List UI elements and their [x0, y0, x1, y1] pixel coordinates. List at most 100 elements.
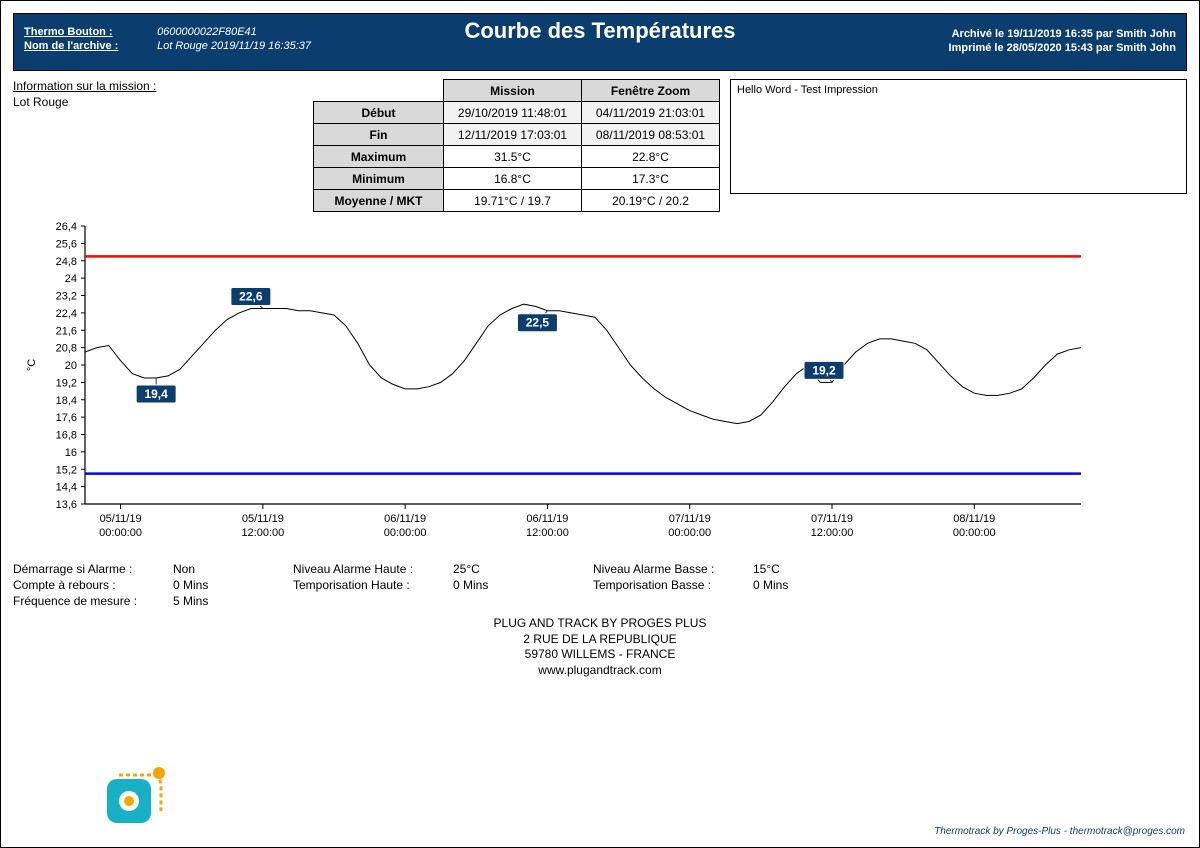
stats-cell: 22.8°C — [582, 146, 720, 168]
stats-row: Moyenne / MKT19.71°C / 19.720.19°C / 20.… — [314, 190, 720, 212]
report-page: Courbe des Températures Thermo Bouton : … — [0, 0, 1200, 848]
archived-line: Archivé le 19/11/2019 16:35 par Smith Jo… — [949, 28, 1176, 40]
footer-param-label: Temporisation Haute : — [293, 578, 453, 592]
svg-text:12:00:00: 12:00:00 — [811, 527, 854, 539]
footer-param-value: 0 Mins — [453, 578, 488, 592]
svg-text:19,4: 19,4 — [144, 387, 168, 401]
footer-param-label: Fréquence de mesure : — [13, 594, 173, 608]
svg-text:20: 20 — [65, 360, 77, 372]
svg-text:23,2: 23,2 — [56, 291, 77, 303]
stats-table: Mission Fenêtre Zoom Début29/10/2019 11:… — [313, 79, 720, 212]
svg-text:24: 24 — [65, 273, 77, 285]
stats-cell: 04/11/2019 21:03:01 — [582, 102, 720, 124]
svg-text:13,6: 13,6 — [56, 499, 77, 511]
footer-param: Fréquence de mesure :5 Mins — [13, 594, 293, 608]
footer-param-label: Compte à rebours : — [13, 578, 173, 592]
company-line3: 59780 WILLEMS - FRANCE — [13, 647, 1187, 663]
svg-text:17,6: 17,6 — [56, 412, 77, 424]
footer-param: Temporisation Basse :0 Mins — [593, 578, 873, 592]
stats-row-label: Maximum — [314, 146, 444, 168]
svg-text:14,4: 14,4 — [56, 482, 77, 494]
svg-text:12:00:00: 12:00:00 — [526, 527, 569, 539]
archive-value: Lot Rouge 2019/11/19 16:35:37 — [157, 40, 311, 52]
svg-text:25,6: 25,6 — [56, 238, 77, 250]
stats-row: Minimum16.8°C17.3°C — [314, 168, 720, 190]
svg-text:06/11/19: 06/11/19 — [384, 513, 426, 525]
footer-col-left: Démarrage si Alarme :Non Compte à rebours… — [13, 562, 293, 610]
svg-text:21,6: 21,6 — [56, 325, 77, 337]
footer-param: Niveau Alarme Basse :15°C — [593, 562, 873, 576]
footer-param-label: Niveau Alarme Haute : — [293, 562, 453, 576]
svg-text:18,4: 18,4 — [56, 395, 77, 407]
archive-label: Nom de l'archive : — [24, 40, 144, 52]
footer-param-value: 0 Mins — [173, 578, 208, 592]
stats-cell: 16.8°C — [444, 168, 582, 190]
stats-col-mission: Mission — [444, 80, 582, 102]
mission-info-text: Lot Rouge — [13, 95, 303, 109]
stats-cell: 31.5°C — [444, 146, 582, 168]
chart-container: 26,4 25,6 24,8 24 23,2 22,4 21,6 20,8 20 19,2 18,4… — [13, 216, 1187, 556]
svg-text:00:00:00: 00:00:00 — [99, 527, 142, 539]
stats-row-label: Moyenne / MKT — [314, 190, 444, 212]
footer-param-value: 0 Mins — [753, 578, 788, 592]
svg-text:26,4: 26,4 — [56, 221, 77, 233]
footer-param-label: Démarrage si Alarme : — [13, 562, 173, 576]
svg-text:°C: °C — [26, 359, 38, 371]
stats-row: Maximum31.5°C22.8°C — [314, 146, 720, 168]
svg-text:22,5: 22,5 — [526, 316, 550, 330]
svg-text:22,4: 22,4 — [56, 308, 77, 320]
footer-col-right: Niveau Alarme Basse :15°C Temporisation B… — [593, 562, 873, 610]
stats-cell: 12/11/2019 17:03:01 — [444, 124, 582, 146]
company-line4: www.plugandtrack.com — [13, 663, 1187, 679]
stats-cell: 29/10/2019 11:48:01 — [444, 102, 582, 124]
stats-col-zoom: Fenêtre Zoom — [582, 80, 720, 102]
stats-row-label: Début — [314, 102, 444, 124]
footer-param-value: 25°C — [453, 562, 480, 576]
banner-right-block: Archivé le 19/11/2019 16:35 par Smith Jo… — [949, 26, 1176, 54]
footer-param-value: 5 Mins — [173, 594, 208, 608]
thermo-label: Thermo Bouton : — [24, 26, 144, 38]
svg-text:19,2: 19,2 — [812, 363, 836, 377]
svg-text:16,8: 16,8 — [56, 430, 77, 442]
footer-param-value: 15°C — [753, 562, 780, 576]
summary-row: Information sur la mission : Lot Rouge M… — [13, 79, 1187, 212]
svg-text:05/11/19: 05/11/19 — [242, 513, 284, 525]
svg-text:24,8: 24,8 — [56, 256, 77, 268]
credit-line: Thermotrack by Proges-Plus - thermotrack… — [934, 826, 1185, 837]
svg-text:07/11/19: 07/11/19 — [811, 513, 853, 525]
svg-text:19,2: 19,2 — [56, 377, 77, 389]
footer-param: Compte à rebours :0 Mins — [13, 578, 293, 592]
company-line1: PLUG AND TRACK BY PROGES PLUS — [13, 616, 1187, 632]
stats-cell: 17.3°C — [582, 168, 720, 190]
stats-row: Début29/10/2019 11:48:0104/11/2019 21:03… — [314, 102, 720, 124]
print-note-text: Hello Word - Test Impression — [737, 84, 878, 96]
svg-text:07/11/19: 07/11/19 — [669, 513, 711, 525]
stats-cell: 08/11/2019 08:53:01 — [582, 124, 720, 146]
svg-text:00:00:00: 00:00:00 — [668, 527, 711, 539]
stats-cell: 20.19°C / 20.2 — [582, 190, 720, 212]
stats-row-label: Fin — [314, 124, 444, 146]
svg-text:16: 16 — [65, 447, 77, 459]
svg-text:00:00:00: 00:00:00 — [384, 527, 427, 539]
footer-param: Démarrage si Alarme :Non — [13, 562, 293, 576]
footer-param-label: Temporisation Basse : — [593, 578, 753, 592]
svg-text:05/11/19: 05/11/19 — [100, 513, 142, 525]
mission-info-header: Information sur la mission : — [13, 79, 303, 93]
svg-text:22,6: 22,6 — [239, 290, 263, 304]
report-banner: Courbe des Températures Thermo Bouton : … — [13, 13, 1187, 71]
temperature-chart: 26,4 25,6 24,8 24 23,2 22,4 21,6 20,8 20 19,2 18,4… — [13, 216, 1093, 556]
print-note-box: Hello Word - Test Impression — [730, 79, 1187, 194]
svg-text:00:00:00: 00:00:00 — [953, 527, 996, 539]
stats-row-label: Minimum — [314, 168, 444, 190]
thermo-value: 0600000022F80E41 — [157, 26, 257, 38]
svg-text:12:00:00: 12:00:00 — [241, 527, 284, 539]
footer-param: Temporisation Haute :0 Mins — [293, 578, 593, 592]
printed-line: Imprimé le 28/05/2020 15:43 par Smith Jo… — [949, 42, 1176, 54]
svg-text:06/11/19: 06/11/19 — [526, 513, 568, 525]
svg-text:08/11/19: 08/11/19 — [953, 513, 995, 525]
svg-text:15,2: 15,2 — [56, 464, 77, 476]
logo-icon — [101, 761, 171, 831]
footer-params: Démarrage si Alarme :Non Compte à rebours… — [13, 562, 1187, 610]
svg-text:20,8: 20,8 — [56, 343, 77, 355]
footer-col-mid: Niveau Alarme Haute :25°CTemporisation H… — [293, 562, 593, 610]
